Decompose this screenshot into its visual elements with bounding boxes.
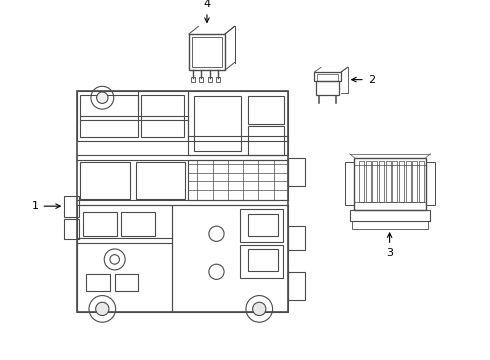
Bar [136, 162, 185, 199]
Bar [122, 212, 155, 236]
Bar [188, 91, 288, 155]
Bar [318, 74, 338, 81]
Bar [426, 162, 435, 205]
Bar [288, 226, 305, 250]
Bar [413, 161, 417, 202]
Bar [76, 205, 172, 312]
Bar [288, 272, 305, 300]
Bar [141, 95, 184, 137]
Bar [115, 274, 139, 291]
Bar [248, 249, 278, 271]
Bar [419, 161, 424, 202]
Bar [64, 219, 78, 239]
Bar [172, 205, 288, 312]
Bar [386, 161, 391, 202]
Bar [194, 96, 241, 151]
Bar [240, 209, 283, 242]
Bar [80, 162, 130, 199]
Bar [399, 161, 404, 202]
Bar [354, 158, 426, 210]
Bar [406, 161, 411, 202]
Text: 2: 2 [352, 75, 375, 85]
Bar [64, 196, 78, 217]
Bar [83, 212, 117, 236]
Text: 4: 4 [203, 0, 211, 22]
Circle shape [253, 302, 266, 316]
Bar [392, 161, 397, 202]
Bar [345, 162, 354, 205]
Bar [191, 77, 195, 81]
Bar [240, 245, 283, 278]
Bar [350, 210, 431, 221]
Bar [366, 161, 370, 202]
Bar [76, 91, 288, 312]
Bar [86, 274, 110, 291]
Circle shape [96, 302, 109, 316]
Bar [248, 214, 278, 236]
Bar [288, 158, 305, 186]
Bar [372, 161, 377, 202]
Bar [352, 221, 428, 229]
Bar [248, 96, 284, 124]
Bar [208, 77, 212, 81]
Text: 1: 1 [31, 201, 60, 211]
Text: 3: 3 [386, 233, 393, 258]
Bar [317, 81, 339, 95]
Bar [315, 72, 341, 81]
Bar [192, 37, 222, 67]
Bar [199, 77, 203, 81]
Bar [359, 161, 364, 202]
Circle shape [97, 92, 108, 103]
Bar [80, 95, 138, 137]
Bar [188, 159, 288, 201]
Bar [379, 161, 384, 202]
Bar [217, 77, 221, 81]
Bar [189, 34, 225, 70]
Bar [248, 126, 284, 155]
Bar [76, 91, 188, 140]
